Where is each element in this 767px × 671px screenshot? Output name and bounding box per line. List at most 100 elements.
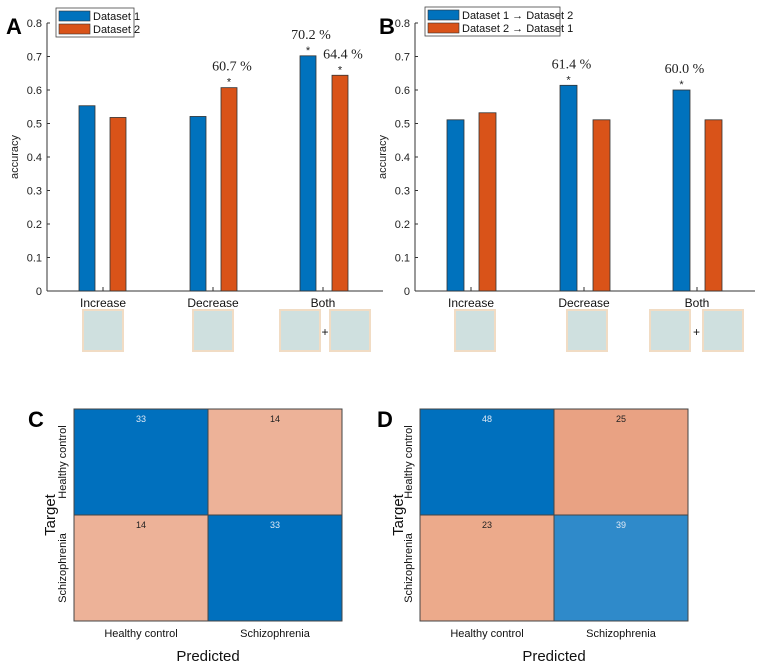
accuracy-annotation: 61.4 % (552, 57, 592, 72)
plus-sign: + (321, 325, 328, 339)
target-class-label: Schizophrenia (403, 532, 415, 603)
bar-both-series-2 (704, 119, 723, 292)
legend-swatch (58, 23, 91, 35)
cell-value: 14 (136, 520, 146, 530)
connectivity-matrix-thumbnail (192, 309, 234, 352)
accuracy-annotation: 64.4 % (323, 47, 363, 62)
legend-entry: Dataset 2 → Dataset 1 (462, 23, 573, 35)
y-tick-label: 0.3 (395, 186, 410, 198)
x-tick-label: Increase (448, 296, 494, 310)
predicted-class-label: Schizophrenia (240, 628, 311, 640)
cell-value: 33 (270, 520, 280, 530)
y-tick-label: 0.2 (27, 219, 42, 231)
significance-star: * (566, 74, 571, 86)
y-tick-label: 0.3 (27, 186, 42, 198)
bar-both-series-1 (672, 89, 691, 292)
accuracy-annotation: 60.0 % (665, 62, 705, 77)
bar-increase-series-2 (478, 112, 497, 292)
target-class-label: Healthy control (57, 425, 69, 498)
bar-increase-series-1 (78, 105, 96, 292)
connectivity-matrix-thumbnail (566, 309, 608, 352)
predicted-class-label: Schizophrenia (586, 628, 657, 640)
y-tick-label: 0.4 (27, 152, 42, 164)
x-tick-label: Decrease (558, 296, 610, 310)
bar-both-series-1 (299, 55, 317, 292)
bar-increase-series-2 (109, 117, 127, 292)
bar-chart-a: A 0 0.1 0.2 0.3 0.4 0.5 0.6 0.7 0.8 accuracy Increa… (6, 7, 383, 352)
x-tick-label: Decrease (187, 296, 239, 310)
y-tick-label: 0.1 (27, 253, 42, 265)
plus-sign: + (693, 325, 700, 339)
connectivity-matrix-thumbnail (454, 309, 496, 352)
legend-entry: Dataset 2 (93, 24, 140, 36)
bar-decrease-series-1 (559, 84, 578, 292)
matrix-cell (73, 514, 209, 622)
matrix-cell (553, 408, 689, 516)
significance-star: * (227, 77, 232, 89)
cell-value: 33 (136, 414, 146, 424)
y-tick-label: 0.8 (27, 18, 42, 30)
bar-decrease-series-2 (592, 119, 611, 292)
y-tick-label: 0.2 (395, 219, 410, 231)
x-axis-label: Predicted (522, 648, 585, 665)
matrix-cell (73, 408, 209, 516)
confusion-matrix-c: C 33 14 14 33 Healthy control Healthy control S… (28, 407, 343, 665)
matrix-cell (419, 514, 555, 622)
y-axis-label: Target (390, 493, 407, 536)
x-tick-label: Increase (80, 296, 126, 310)
y-tick-label: 0.7 (395, 52, 410, 64)
y-tick-label: 0.8 (395, 18, 410, 30)
legend-swatch (427, 9, 460, 21)
confusion-matrix-d: D 48 25 23 39 Healthy control Healthy control S… (377, 407, 689, 665)
panel-label: B (379, 14, 395, 39)
y-tick-label: 0.5 (27, 119, 42, 131)
x-axis-label: Predicted (176, 648, 239, 665)
x-tick-label: Both (311, 296, 336, 310)
y-tick-label: 0.1 (395, 253, 410, 265)
legend-entry: Dataset 1 (93, 11, 140, 23)
cell-value: 39 (616, 520, 626, 530)
panel-label: A (6, 14, 22, 39)
x-tick-label: Both (685, 296, 710, 310)
cell-value: 23 (482, 520, 492, 530)
cell-value: 14 (270, 414, 280, 424)
accuracy-annotation: 70.2 % (291, 28, 331, 43)
predicted-class-label: Healthy control (450, 628, 523, 640)
y-axis-label: accuracy (9, 134, 21, 179)
panel-label: C (28, 407, 44, 432)
y-tick-label: 0.7 (27, 52, 42, 64)
connectivity-matrix-thumbnail (649, 309, 691, 352)
significance-star: * (306, 45, 311, 57)
connectivity-matrix-thumbnail (82, 309, 124, 352)
matrix-cell (207, 408, 343, 516)
accuracy-annotation: 60.7 % (212, 60, 252, 75)
y-tick-label: 0.5 (395, 119, 410, 131)
matrix-cell (419, 408, 555, 516)
legend-swatch (427, 22, 460, 34)
matrix-cell (553, 514, 689, 622)
cell-value: 48 (482, 414, 492, 424)
bar-decrease-series-2 (220, 87, 238, 292)
y-tick-label: 0 (36, 286, 42, 298)
bar-both-series-2 (331, 74, 349, 292)
target-class-label: Schizophrenia (57, 532, 69, 603)
connectivity-matrix-thumbnail (702, 309, 744, 352)
connectivity-matrix-thumbnail (329, 309, 371, 352)
matrix-cell (207, 514, 343, 622)
y-axis-label: accuracy (377, 134, 389, 179)
y-axis-label: Target (42, 493, 59, 536)
panel-label: D (377, 407, 393, 432)
y-tick-label: 0.6 (27, 85, 42, 97)
bar-decrease-series-1 (189, 116, 207, 292)
bar-increase-series-1 (446, 119, 465, 292)
significance-star: * (338, 64, 343, 76)
bar-chart-b: B 0 0.1 0.2 0.3 0.4 0.5 0.6 0.7 0.8 accuracy Increa… (377, 6, 755, 352)
target-class-label: Healthy control (403, 425, 415, 498)
legend-entry: Dataset 1 → Dataset 2 (462, 10, 573, 22)
cell-value: 25 (616, 414, 626, 424)
y-tick-label: 0 (404, 286, 410, 298)
predicted-class-label: Healthy control (104, 628, 177, 640)
